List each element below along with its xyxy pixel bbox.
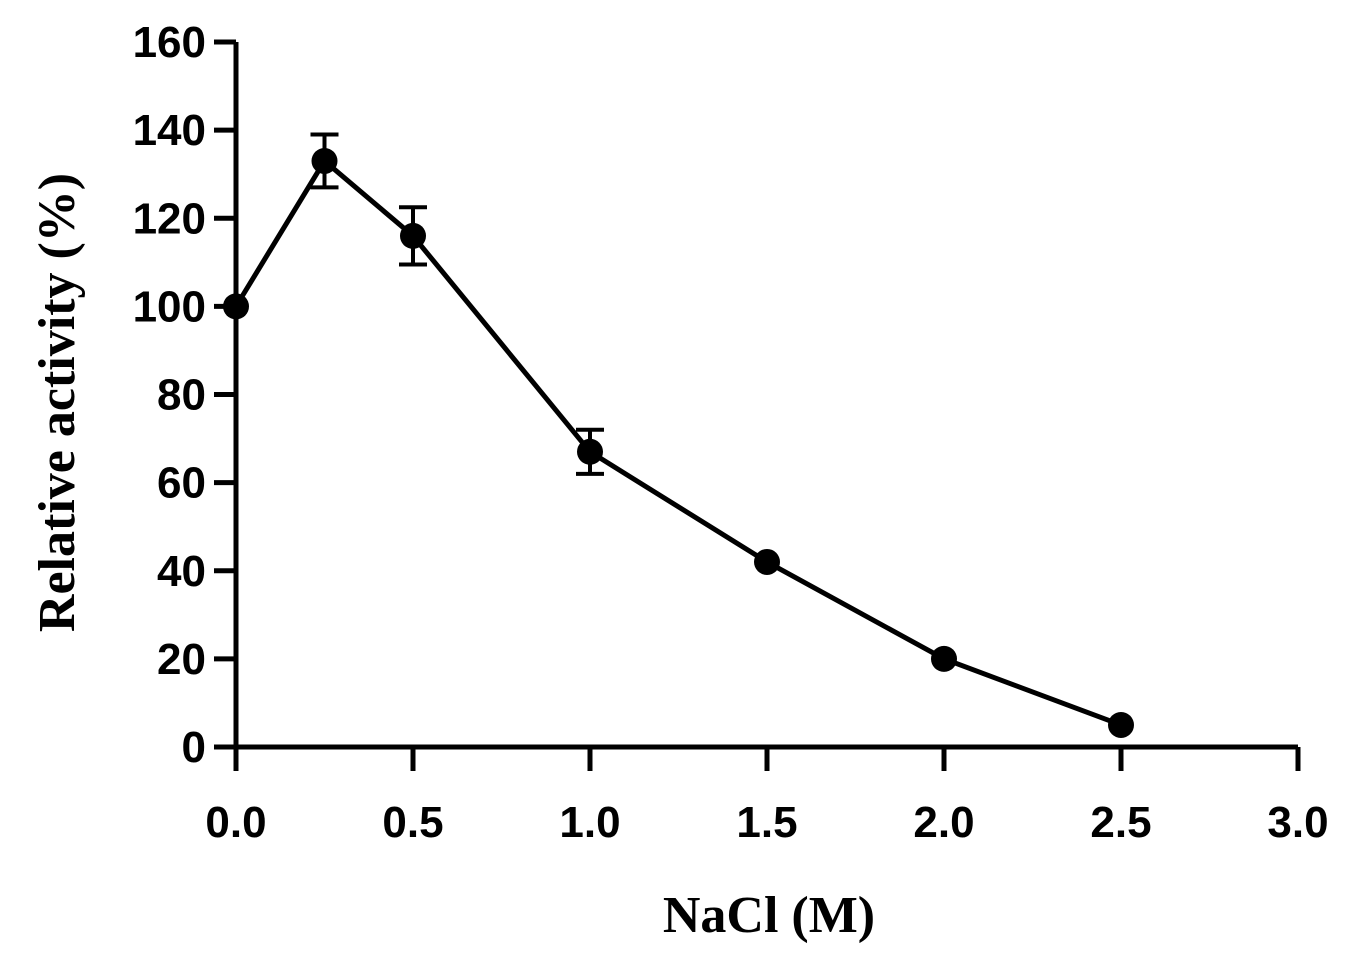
x-tick-label: 1.0 [559,798,620,847]
x-axis-title: NaCl (M) [663,887,875,944]
series-line [233,157,1122,728]
y-tick-label: 160 [133,18,206,67]
y-tick-label: 40 [157,547,206,596]
x-axis-ticks: 0.0 0.5 1.0 1.5 2.0 2.5 3.0 [205,747,1329,847]
data-series [223,132,1134,738]
y-tick-label: 80 [157,371,206,420]
y-tick-label: 60 [157,459,206,508]
y-tick-label: 100 [133,282,206,331]
data-point [931,645,957,672]
data-point [754,548,780,575]
y-tick-label: 0 [182,723,206,772]
x-tick-label: 1.5 [736,798,797,847]
x-tick-label: 2.5 [1090,798,1151,847]
data-point [400,222,426,249]
data-point [1108,711,1134,738]
y-axis-ticks: 0 20 40 60 80 100 120 140 160 [133,18,236,772]
y-tick-label: 20 [157,635,206,684]
y-tick-label: 120 [133,194,206,243]
data-point [311,147,338,174]
data-point [223,293,249,320]
x-tick-label: 3.0 [1267,798,1328,847]
y-axis-title: Relative activity (%) [29,173,86,632]
x-tick-label: 0.5 [382,798,443,847]
x-tick-label: 2.0 [913,798,974,847]
x-tick-label: 0.0 [205,798,266,847]
data-point [577,438,603,465]
y-tick-label: 140 [133,106,206,155]
